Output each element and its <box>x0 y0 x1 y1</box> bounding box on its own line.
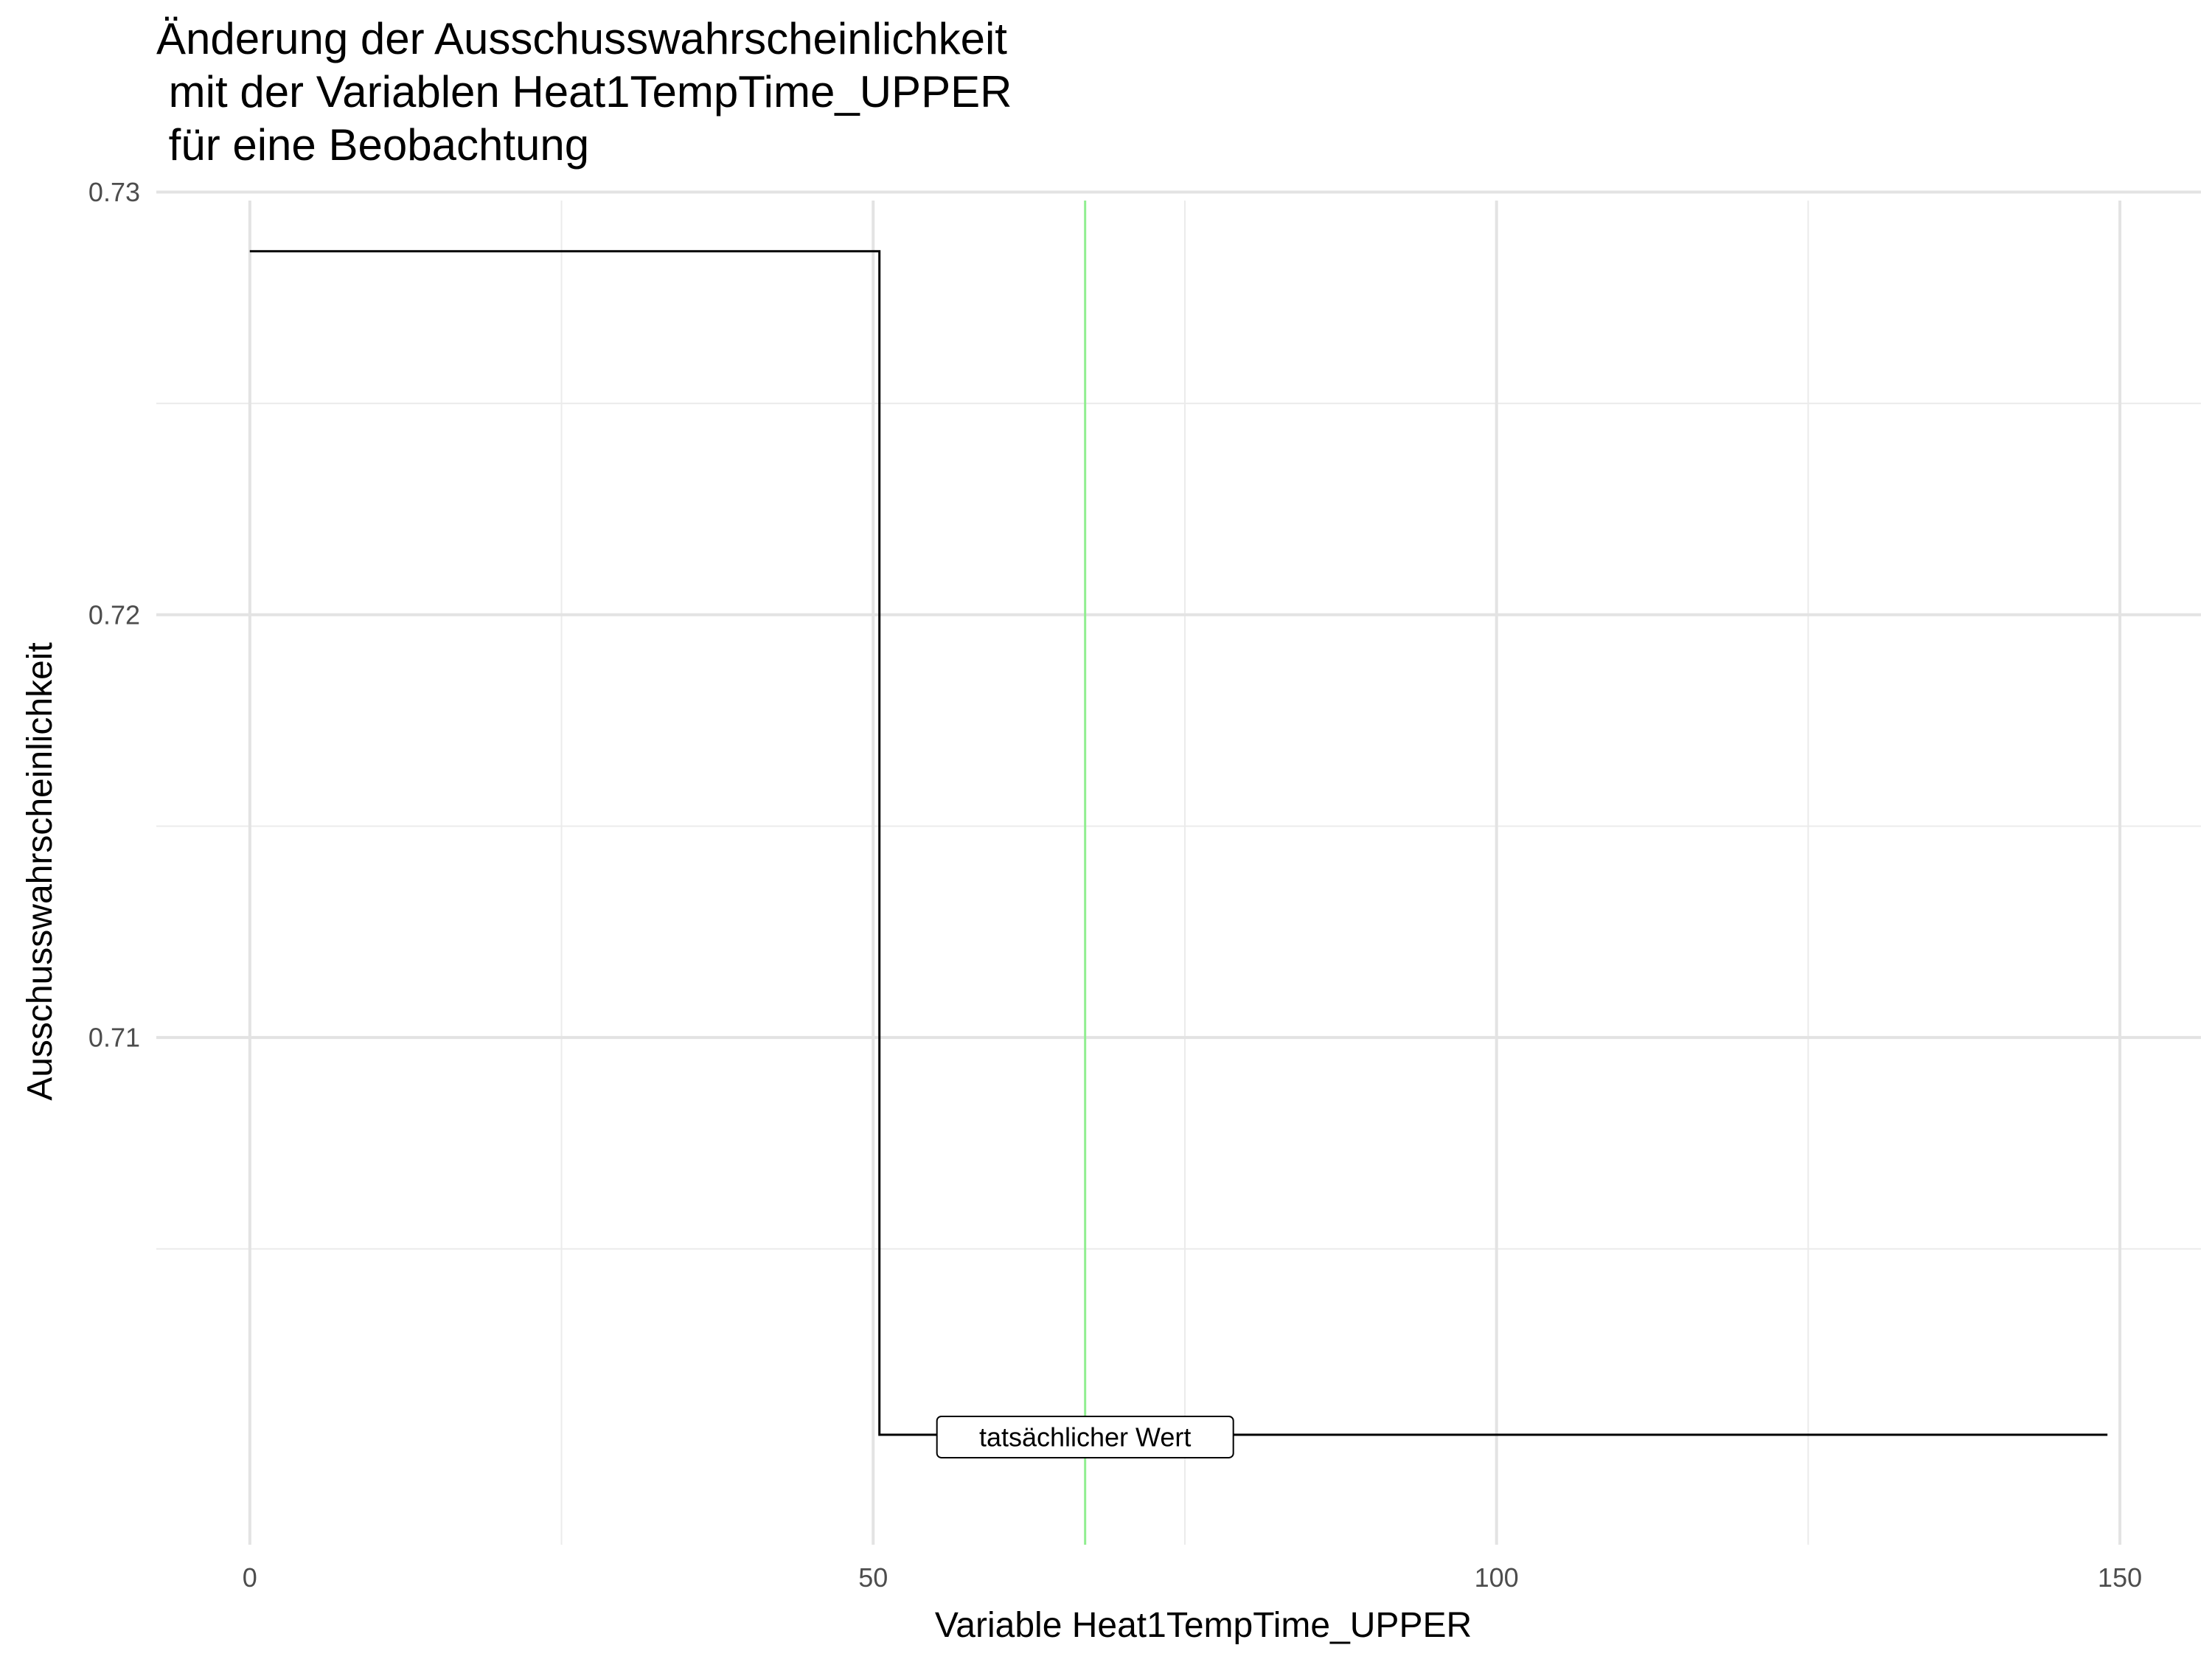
annotation-box <box>936 1415 1234 1458</box>
x-tick-label: 150 <box>2098 1562 2142 1593</box>
x-tick-label: 0 <box>243 1562 257 1593</box>
major-gridlines <box>156 190 2201 1545</box>
y-tick-label: 0.73 <box>88 177 140 207</box>
y-axis-ticks: 0.71 0.72 0.73 <box>88 177 140 1053</box>
y-tick-label: 0.71 <box>88 1023 140 1053</box>
series-line <box>249 250 2108 1436</box>
minor-gridlines <box>156 201 2201 1545</box>
x-tick-label: 100 <box>1475 1562 1519 1593</box>
annotation-label: tatsächlicher Wert <box>979 1422 1191 1452</box>
x-tick-label: 50 <box>858 1562 888 1593</box>
chart-title: Änderung der Ausschusswahrscheinlichkeit… <box>156 14 1012 170</box>
y-axis-title: Ausschusswahrscheinlichkeit <box>21 642 60 1101</box>
x-axis-title: Variable Heat1TempTime_UPPER <box>935 1606 1472 1645</box>
chart-title-line-2: mit der Variablen Heat1TempTime_UPPER <box>156 67 1012 116</box>
chart-title-line-3: für eine Beobachtung <box>156 120 589 170</box>
annotation-layer: tatsächlicher Wert <box>936 1415 1234 1458</box>
y-tick-label: 0.72 <box>88 599 140 630</box>
x-axis-ticks: 0 50 100 150 <box>243 1562 2142 1593</box>
chart-title-line-1: Änderung der Ausschusswahrscheinlichkeit <box>156 14 1007 63</box>
series-layer <box>249 250 2108 1436</box>
